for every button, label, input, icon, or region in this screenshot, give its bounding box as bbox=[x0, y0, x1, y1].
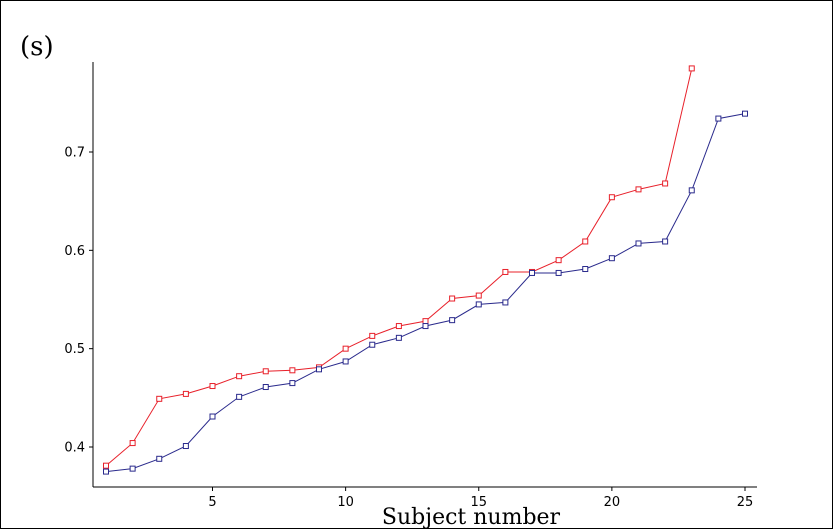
data-point bbox=[742, 110, 748, 117]
series-2 bbox=[103, 110, 748, 475]
data-point bbox=[262, 384, 269, 391]
data-point bbox=[502, 268, 509, 275]
data-point bbox=[555, 269, 562, 276]
series-line bbox=[105, 113, 746, 473]
data-point bbox=[422, 318, 429, 325]
data-point bbox=[635, 186, 642, 193]
data-point bbox=[182, 390, 189, 397]
data-point bbox=[582, 266, 589, 273]
data-point bbox=[395, 323, 402, 330]
data-point bbox=[369, 332, 376, 339]
data-point bbox=[449, 317, 456, 324]
y-tick-label: 0.4 bbox=[64, 441, 85, 456]
data-point bbox=[688, 187, 695, 194]
x-tick-label: 25 bbox=[737, 495, 754, 510]
data-point bbox=[289, 367, 296, 374]
data-point bbox=[502, 299, 509, 306]
data-point bbox=[103, 468, 109, 475]
data-point bbox=[662, 180, 669, 187]
data-point bbox=[369, 341, 376, 348]
x-tick-label: 10 bbox=[337, 495, 354, 510]
data-point bbox=[662, 238, 669, 245]
series-line bbox=[105, 68, 693, 467]
data-point bbox=[156, 455, 163, 462]
y-tick-label: 0.7 bbox=[64, 146, 85, 161]
data-point bbox=[608, 194, 615, 201]
data-point bbox=[289, 380, 296, 387]
data-point bbox=[608, 255, 615, 262]
data-point bbox=[582, 238, 589, 245]
series-1 bbox=[103, 65, 695, 469]
data-point bbox=[635, 240, 642, 247]
data-point bbox=[129, 440, 136, 447]
data-point bbox=[475, 292, 482, 299]
data-point bbox=[182, 443, 189, 450]
x-tick-label: 5 bbox=[208, 495, 216, 510]
data-point bbox=[449, 295, 456, 302]
data-point bbox=[236, 373, 243, 380]
data-point bbox=[103, 462, 109, 469]
axis-ticks: 0.4 0.5 0.6 0.7 5 10 15 20 25 bbox=[64, 146, 753, 511]
data-point bbox=[395, 334, 402, 341]
data-point bbox=[262, 368, 269, 375]
data-point bbox=[209, 413, 216, 420]
y-tick-label: 0.5 bbox=[64, 342, 85, 357]
y-tick-label: 0.6 bbox=[64, 244, 85, 259]
data-point bbox=[342, 345, 349, 352]
data-point bbox=[715, 115, 722, 122]
data-point bbox=[529, 269, 535, 276]
data-point bbox=[236, 393, 243, 400]
data-point bbox=[342, 358, 349, 365]
data-point bbox=[129, 465, 136, 472]
x-tick-label: 20 bbox=[604, 495, 621, 510]
x-tick-label: 15 bbox=[470, 495, 487, 510]
data-point bbox=[316, 366, 322, 373]
data-point bbox=[156, 395, 163, 402]
panel-label: (s) bbox=[20, 32, 54, 62]
data-point bbox=[209, 383, 216, 390]
data-point bbox=[555, 257, 562, 264]
data-point bbox=[688, 65, 695, 72]
data-point bbox=[475, 301, 482, 308]
x-axis-title: Subject number bbox=[382, 505, 561, 529]
data-point bbox=[422, 323, 429, 330]
series-layer bbox=[103, 65, 748, 475]
